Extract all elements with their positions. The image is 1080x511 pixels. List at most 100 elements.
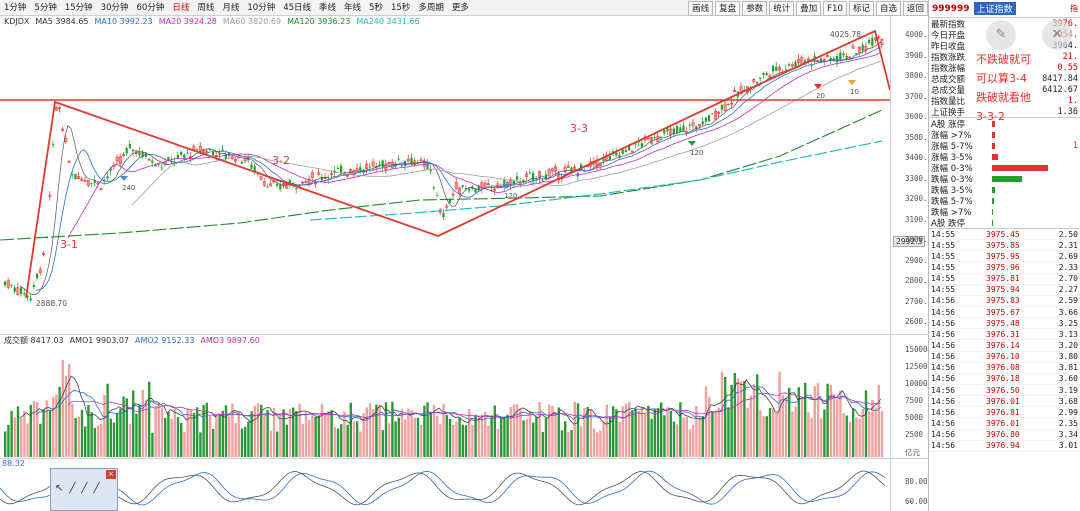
tick-time: 14:55 — [931, 229, 956, 239]
period-tab[interactable]: 30分钟 — [100, 2, 129, 13]
volume-bar-up — [455, 421, 458, 457]
breadth-label: 涨幅 0-3% — [931, 163, 973, 174]
candle-down — [474, 188, 477, 193]
period-tab[interactable]: 45日线 — [283, 2, 312, 13]
tick-row: 14:56 3975.83 2.59 — [929, 296, 1080, 307]
volume-bar-up — [861, 408, 864, 457]
divider — [929, 228, 1080, 229]
candle-down — [336, 168, 339, 170]
ma-value: MA10 3992.23 — [94, 17, 153, 26]
volume-bar-up — [71, 403, 74, 457]
period-tab[interactable]: 10分钟 — [247, 2, 276, 13]
candle-down — [855, 52, 858, 54]
volume-bar-up — [666, 407, 669, 457]
volume-bar-down — [349, 402, 352, 457]
period-tab[interactable]: 日线 — [172, 2, 190, 13]
tick-time: 14:55 — [931, 274, 956, 284]
toolbar-button[interactable]: F10 — [823, 1, 847, 16]
drawing-tool-icon[interactable]: ╱ — [93, 483, 100, 494]
toolbar-button[interactable]: 统计 — [769, 1, 795, 16]
volume-bar-down — [544, 417, 548, 457]
quote-value: 1.36 — [1057, 106, 1078, 117]
volume-bar-up — [676, 424, 679, 457]
toolbar-button[interactable]: 自选 — [875, 1, 901, 16]
candle-up — [480, 182, 484, 189]
volume-bar-up — [32, 401, 36, 457]
quote-row: 总成交额 8417.84 — [929, 73, 1080, 85]
current-price-tag: 2992.3 — [893, 236, 926, 247]
volume-bar-down — [212, 428, 215, 457]
tick-row: 14:55 3975.81 2.70 — [929, 274, 1080, 285]
period-tab[interactable]: 15秒 — [390, 2, 411, 13]
oscillator-chart[interactable] — [0, 466, 890, 511]
candle-up — [563, 167, 567, 173]
tick-time: 14:56 — [931, 374, 956, 384]
candle-down — [138, 151, 141, 156]
toolbar-button[interactable]: 标记 — [848, 1, 874, 16]
period-tab[interactable]: 5分钟 — [34, 2, 57, 13]
toolbar-button[interactable]: 画线 — [688, 1, 714, 16]
candle-up — [826, 55, 829, 57]
price-axis-label: 3300.00 — [905, 173, 937, 183]
volume-bar-up — [519, 408, 522, 457]
quote-panel: 999999 上证指数 指 最新指数3976.今日开盘3954.昨日收盘3964… — [928, 0, 1080, 511]
candle-up — [630, 150, 634, 153]
tick-list[interactable]: 14:55 3975.45 2.50 14:55 3975.85 2.31 14:55 397… — [929, 229, 1080, 452]
index-name[interactable]: 上证指数 — [973, 2, 1016, 15]
quote-row: 总成交量 6412.67 — [929, 84, 1080, 96]
volume-bar-up — [596, 432, 599, 457]
quote-value: 6412.67 — [1042, 84, 1078, 95]
volume-chart[interactable] — [0, 347, 890, 457]
period-tab[interactable]: 季线 — [319, 2, 337, 13]
tick-volume: 3.20 — [1058, 340, 1078, 350]
volume-bar-down — [346, 424, 349, 457]
volume-bar-down — [10, 410, 13, 457]
candle-up — [330, 173, 333, 175]
candle-up — [486, 183, 490, 185]
volume-bar-up — [829, 384, 832, 457]
candle-down — [250, 164, 253, 169]
volume-bar-down — [42, 409, 45, 457]
drawing-tool-icon[interactable]: ╱ — [69, 483, 76, 494]
period-tab[interactable]: 周线 — [197, 2, 215, 13]
price-chart[interactable]: 3-1 3-2 3-3 2888.70 4025.78 240 120 120 20 10 — [0, 28, 890, 334]
candle-down — [637, 141, 640, 143]
candle-down — [810, 64, 813, 66]
period-tab[interactable]: 年线 — [344, 2, 362, 13]
period-tab[interactable]: 15分钟 — [64, 2, 93, 13]
volume-bar-down — [631, 410, 634, 457]
volume-bar-down — [292, 407, 295, 457]
period-tab[interactable]: 60分钟 — [136, 2, 165, 13]
volume-bar-up — [52, 396, 55, 457]
drawing-tool-icon[interactable]: ╱ — [81, 483, 88, 494]
volume-bar-up — [839, 390, 842, 457]
volume-bar-down — [330, 410, 333, 457]
candle-up — [778, 66, 781, 71]
period-tab[interactable]: 5秒 — [369, 2, 383, 13]
palette-close-icon[interactable]: × — [106, 470, 116, 479]
drawing-tool-icon[interactable]: ↖ — [55, 483, 64, 494]
period-tab[interactable]: 月线 — [222, 2, 240, 13]
toolbar-button[interactable]: 参数 — [742, 1, 768, 16]
volume-bar-up — [378, 404, 381, 457]
period-tab[interactable]: 多周期 — [418, 2, 444, 13]
toolbar-button[interactable]: 返回 — [902, 1, 928, 16]
candle-down — [295, 188, 298, 190]
candle-up — [762, 73, 765, 75]
candle-down — [756, 81, 759, 84]
period-tab[interactable]: 1分钟 — [4, 2, 27, 13]
toolbar-button[interactable]: 复盘 — [715, 1, 741, 16]
candle-down — [794, 61, 797, 68]
price-axis-label: 3100.00 — [905, 214, 937, 224]
handwritten-annotation: 不跌破就可 可以算3-4 跌破就看他 3-3-2 — [976, 50, 1052, 126]
toolbar-button[interactable]: 叠加 — [796, 1, 822, 16]
candle-down — [765, 73, 768, 76]
volume-bar-down — [500, 416, 503, 457]
candle-down — [93, 179, 96, 184]
candle-up — [493, 188, 497, 191]
period-tab[interactable]: 更多 — [451, 2, 469, 13]
candle-down — [544, 174, 547, 180]
tick-time: 14:56 — [931, 396, 956, 406]
tick-price: 3975.45 — [986, 229, 1020, 239]
tick-row: 14:56 3975.67 3.66 — [929, 307, 1080, 319]
